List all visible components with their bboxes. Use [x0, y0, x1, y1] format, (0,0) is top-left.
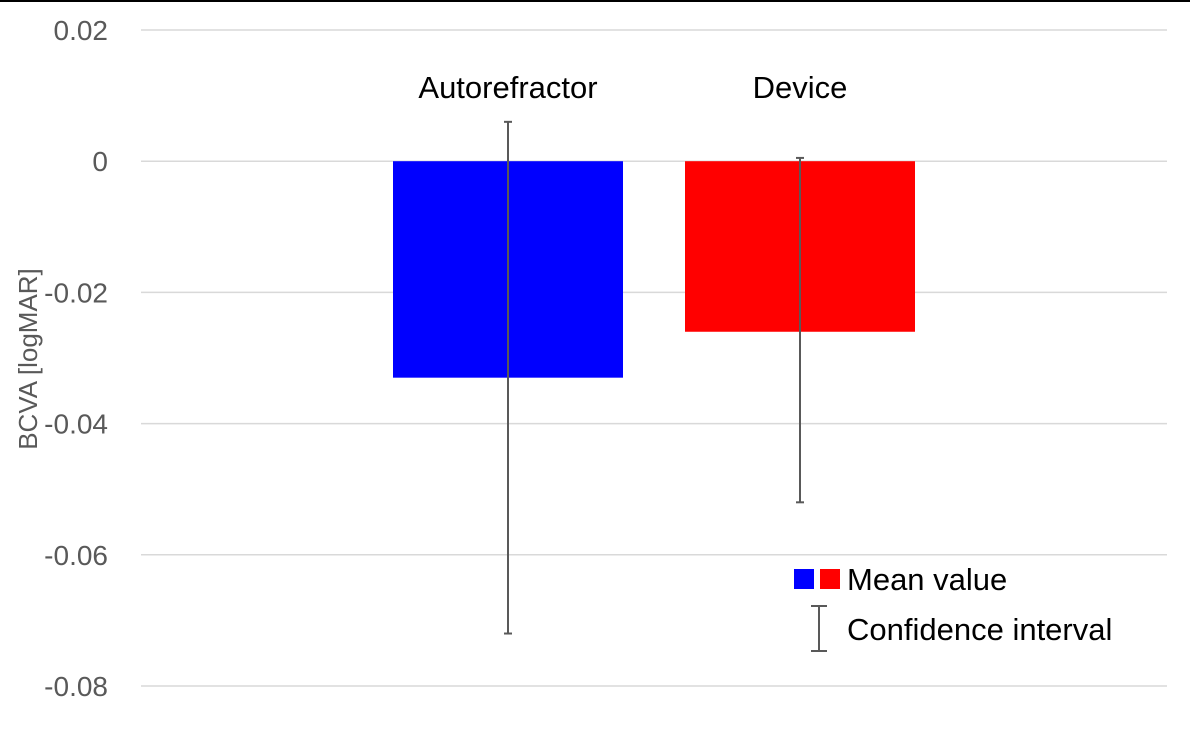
- legend: Mean value Confidence interval: [794, 562, 1112, 652]
- legend-swatch-blue: [794, 569, 814, 589]
- category-label-autorefractor: Autorefractor: [418, 70, 597, 105]
- y-tick-label: 0.02: [54, 15, 109, 46]
- legend-mean-label: Mean value: [847, 562, 1007, 597]
- legend-ci-label: Confidence interval: [847, 612, 1112, 647]
- y-tick-label: -0.02: [44, 277, 108, 308]
- error-bar-device: [796, 156, 804, 504]
- bars: [393, 161, 915, 378]
- confidence-interval-bars: [504, 120, 804, 635]
- y-axis-tick-labels: 0.02 0 -0.02 -0.04 -0.06 -0.08: [44, 15, 108, 702]
- y-axis-title: BCVA [logMAR]: [13, 268, 43, 450]
- y-tick-label: -0.08: [44, 671, 108, 702]
- category-labels: Autorefractor Device: [418, 70, 847, 105]
- y-tick-label: -0.06: [44, 540, 108, 571]
- y-tick-label: -0.04: [44, 409, 108, 440]
- category-label-device: Device: [753, 70, 848, 105]
- gridlines: [141, 29, 1167, 687]
- y-tick-label: 0: [92, 146, 108, 177]
- error-bar-autorefractor: [504, 120, 512, 635]
- legend-ci-symbol: [811, 605, 827, 652]
- legend-swatch-red: [820, 569, 840, 589]
- top-border-line: [0, 0, 1190, 2]
